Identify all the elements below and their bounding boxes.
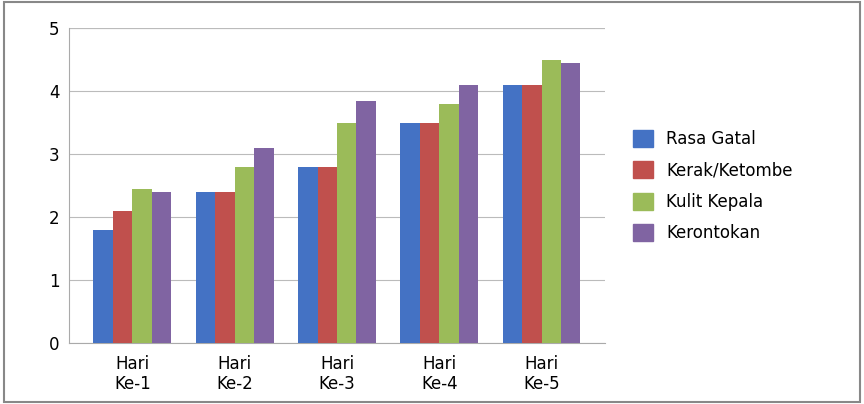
Bar <box>254 148 274 343</box>
Bar <box>420 123 439 343</box>
Bar <box>400 123 420 343</box>
Bar <box>356 101 376 343</box>
Bar <box>439 104 459 343</box>
Bar <box>113 211 132 343</box>
Bar <box>93 230 113 343</box>
Bar <box>318 167 337 343</box>
Bar <box>503 85 522 343</box>
Bar <box>152 192 171 343</box>
Bar <box>337 123 356 343</box>
Bar <box>298 167 318 343</box>
Bar <box>561 63 581 343</box>
Bar <box>132 189 152 343</box>
Bar <box>459 85 478 343</box>
Bar <box>542 60 561 343</box>
Bar <box>215 192 235 343</box>
Bar <box>196 192 215 343</box>
Legend: Rasa Gatal, Kerak/Ketombe, Kulit Kepala, Kerontokan: Rasa Gatal, Kerak/Ketombe, Kulit Kepala,… <box>626 123 799 249</box>
Bar <box>235 167 254 343</box>
Bar <box>522 85 542 343</box>
